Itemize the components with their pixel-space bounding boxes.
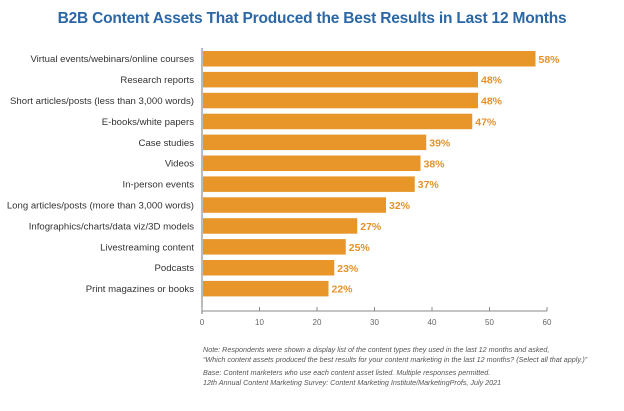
chart-title: B2B Content Assets That Produced the Bes… <box>57 10 567 27</box>
category-label: Research reports <box>120 75 194 86</box>
bar <box>203 113 473 130</box>
bar <box>203 197 386 213</box>
category-label: Case studies <box>139 138 195 149</box>
x-tick-label: 60 <box>543 318 552 327</box>
value-label: 38% <box>424 158 446 170</box>
value-label: 48% <box>481 75 503 87</box>
note-line-1: Note: Respondents were shown a display l… <box>203 345 550 354</box>
category-label: Virtual events/webinars/online courses <box>30 54 194 65</box>
value-label: 48% <box>481 96 503 108</box>
base-line: Base: Content marketers who use each con… <box>203 368 491 377</box>
category-label: Long articles/posts (more than 3,000 wor… <box>7 200 194 211</box>
x-tick-label: 0 <box>200 318 205 327</box>
x-tick-label: 20 <box>313 318 322 327</box>
source-line: 12th Annual Content Marketing Survey: Co… <box>203 378 502 387</box>
category-label: E-books/white papers <box>102 117 194 128</box>
base-source-text: Base: Content marketers who use each con… <box>203 368 501 388</box>
value-label: 37% <box>418 179 440 191</box>
note-line-2: “Which content assets produced the best … <box>203 355 588 364</box>
bar <box>203 92 478 109</box>
bar <box>203 51 536 67</box>
note-text: Note: Respondents were shown a display l… <box>203 345 587 365</box>
category-label: Videos <box>165 159 194 170</box>
bar <box>203 239 346 255</box>
bar <box>203 260 335 276</box>
x-tick-label: 50 <box>485 318 494 327</box>
bar <box>203 218 358 234</box>
bar <box>203 71 478 88</box>
bar <box>203 280 329 297</box>
bars-group: Virtual events/webinars/online courses 58… <box>7 51 561 297</box>
category-label: In-person events <box>123 180 195 191</box>
category-label: Infographics/charts/data viz/3D models <box>29 221 195 232</box>
value-label: 39% <box>429 137 451 149</box>
x-tick-label: 10 <box>255 318 264 327</box>
value-label: 23% <box>337 263 359 275</box>
category-label: Print magazines or books <box>86 284 194 295</box>
category-label: Livestreaming content <box>100 242 194 253</box>
value-label: 58% <box>539 54 561 66</box>
value-label: 27% <box>360 221 382 233</box>
x-axis: 0 10 20 30 40 50 60 <box>200 48 552 327</box>
value-label: 47% <box>475 116 497 128</box>
x-tick-label: 30 <box>370 318 379 327</box>
category-label: Podcasts <box>155 263 195 274</box>
value-label: 25% <box>349 242 371 254</box>
value-label: 22% <box>332 284 354 296</box>
category-label: Short articles/posts (less than 3,000 wo… <box>10 96 194 107</box>
bar-chart: Virtual events/webinars/online courses 58… <box>7 48 561 327</box>
bar <box>203 176 415 192</box>
value-label: 32% <box>389 200 411 212</box>
bar <box>203 134 427 151</box>
x-tick-label: 40 <box>428 318 437 327</box>
bar <box>203 155 421 171</box>
